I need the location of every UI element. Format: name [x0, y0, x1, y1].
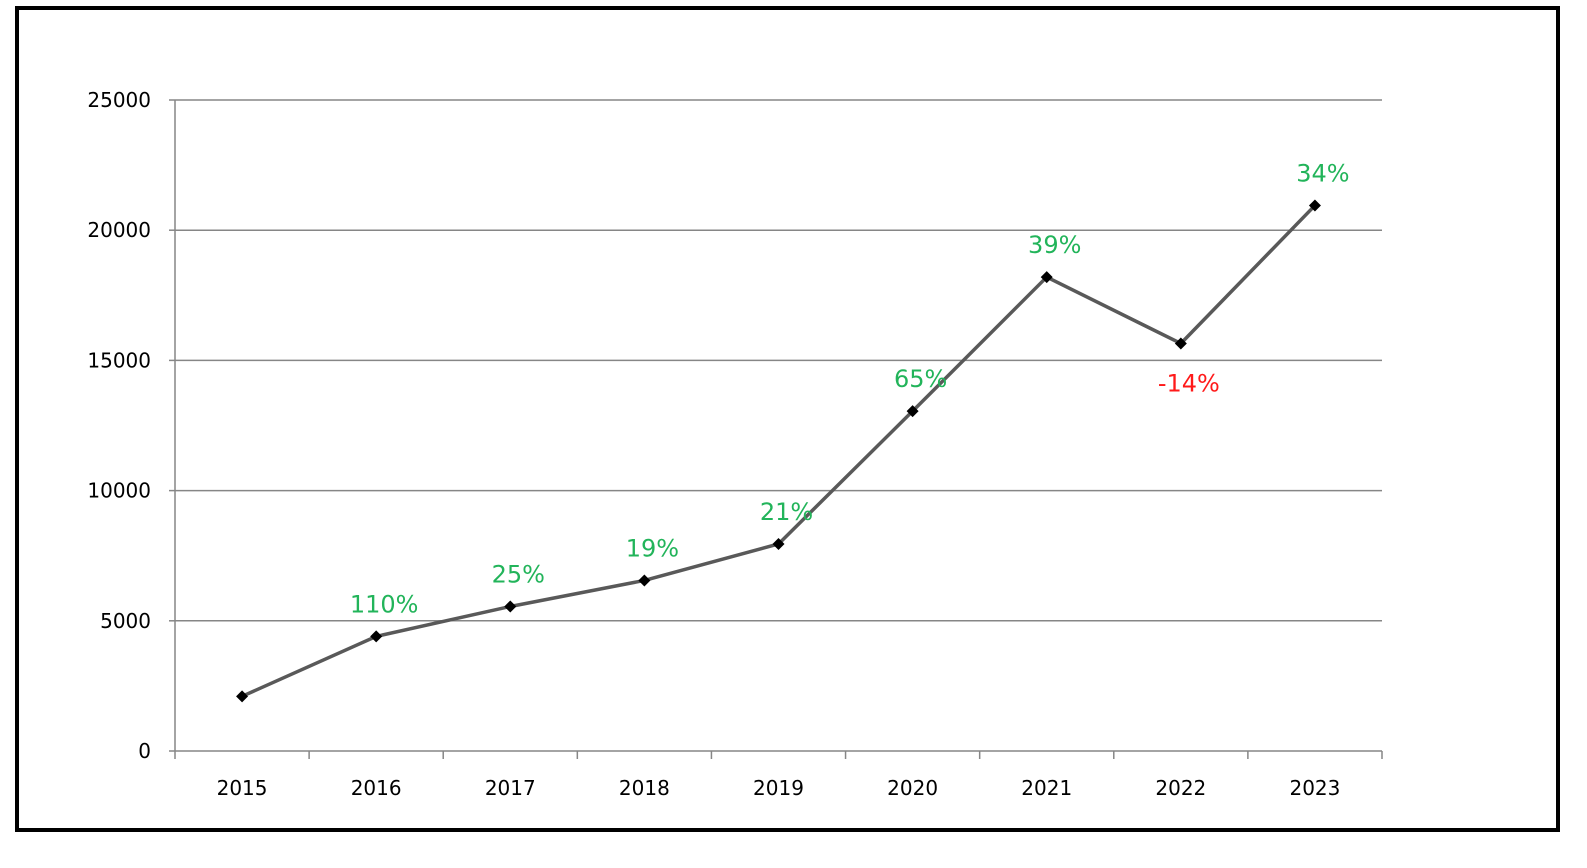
y-tick-label: 25000	[87, 88, 151, 112]
x-tick-label: 2016	[351, 776, 402, 800]
data-point-marker	[1174, 337, 1187, 350]
series-line	[241, 204, 1317, 698]
data-point-marker	[1308, 199, 1321, 212]
x-tick-label: 2021	[1021, 776, 1072, 800]
y-tick-label: 20000	[87, 218, 151, 242]
x-tick-label: 2018	[619, 776, 670, 800]
chart-frame: 0 5000 10000 15000 20000 25000 2015 2016 2017 20…	[15, 6, 1560, 832]
data-label: 65%	[894, 365, 947, 393]
data-label: 34%	[1296, 159, 1349, 187]
y-tick-label: 0	[138, 739, 151, 763]
data-point-marker	[772, 537, 785, 550]
data-label: 21%	[760, 498, 813, 526]
data-point-marker	[504, 600, 517, 613]
data-label: 19%	[626, 534, 679, 562]
y-tick-label: 10000	[87, 479, 151, 503]
series-line-path	[241, 204, 1317, 698]
y-tick-label: 15000	[87, 348, 151, 372]
y-tick-label: 5000	[100, 609, 151, 633]
data-point-marker	[638, 574, 651, 587]
data-point-marker	[906, 405, 919, 418]
x-tick-label: 2020	[887, 776, 938, 800]
gridlines	[175, 99, 1382, 622]
x-tick-label: 2015	[217, 776, 268, 800]
data-label: 110%	[350, 590, 419, 618]
data-markers	[236, 199, 1321, 703]
data-point-marker	[1040, 271, 1053, 284]
data-label: 25%	[492, 560, 545, 588]
x-tick-label: 2019	[753, 776, 804, 800]
x-tick-label: 2022	[1155, 776, 1206, 800]
x-tick-label: 2017	[485, 776, 536, 800]
x-tick-label: 2023	[1289, 776, 1340, 800]
data-label: -14%	[1158, 369, 1220, 397]
axes	[169, 99, 1383, 759]
x-tick-labels: 2015 2016 2017 2018 2019 2020 2021 2022 2023	[217, 776, 1341, 800]
data-label: 39%	[1028, 231, 1081, 259]
data-point-marker	[370, 630, 383, 643]
data-labels: 110% 25% 19% 21% 65% 39% -14% 34%	[350, 159, 1350, 618]
y-tick-labels: 0 5000 10000 15000 20000 25000	[87, 88, 151, 763]
data-point-marker	[236, 690, 249, 703]
